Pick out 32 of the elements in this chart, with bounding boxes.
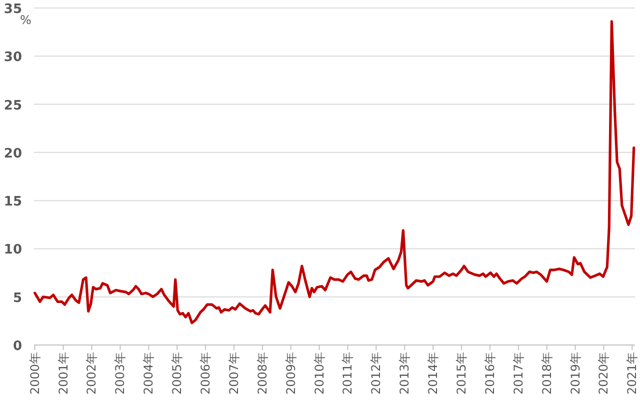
y-tick-label: 5 bbox=[12, 290, 22, 306]
x-tick-label: 2012年 bbox=[369, 352, 384, 395]
y-tick-label: 10 bbox=[4, 242, 22, 258]
x-tick-label: 2015年 bbox=[454, 352, 468, 395]
x-tick-label: 2018年 bbox=[540, 352, 554, 395]
x-tick-label: 2011年 bbox=[340, 352, 355, 395]
x-tick-label: 2021年 bbox=[625, 352, 640, 395]
x-tick-label: 2020年 bbox=[596, 352, 611, 395]
x-tick-label: 2004年 bbox=[142, 352, 156, 395]
x-tick-label: 2017年 bbox=[511, 352, 526, 395]
x-tick-label: 2001年 bbox=[56, 352, 70, 395]
x-tick-label: 2003年 bbox=[113, 352, 128, 395]
x-tick-label: 2009年 bbox=[284, 352, 298, 395]
y-tick-label: 20 bbox=[4, 146, 22, 162]
y-tick-label: 25 bbox=[4, 98, 22, 114]
x-tick-label: 2002年 bbox=[84, 352, 99, 395]
x-tick-label: 2008年 bbox=[255, 352, 270, 395]
x-tick-label: 2000年 bbox=[28, 352, 42, 395]
y-axis-title: % bbox=[20, 13, 32, 27]
x-tick-label: 2019年 bbox=[568, 352, 582, 395]
y-tick-label: 35 bbox=[4, 2, 22, 17]
x-tick-label: 2010年 bbox=[312, 352, 326, 395]
x-tick-label: 2007年 bbox=[226, 352, 241, 395]
y-tick-label: 15 bbox=[4, 194, 22, 210]
y-tick-label: 0 bbox=[12, 339, 22, 354]
line-series bbox=[34, 20, 636, 324]
x-tick-label: 2016年 bbox=[482, 352, 497, 395]
x-tick-label: 2006年 bbox=[198, 352, 213, 395]
x-tick-label: 2014年 bbox=[426, 352, 440, 395]
y-tick-label: 30 bbox=[4, 50, 22, 66]
x-tick-label: 2013年 bbox=[398, 352, 412, 395]
x-tick-label: 2005年 bbox=[170, 352, 184, 395]
